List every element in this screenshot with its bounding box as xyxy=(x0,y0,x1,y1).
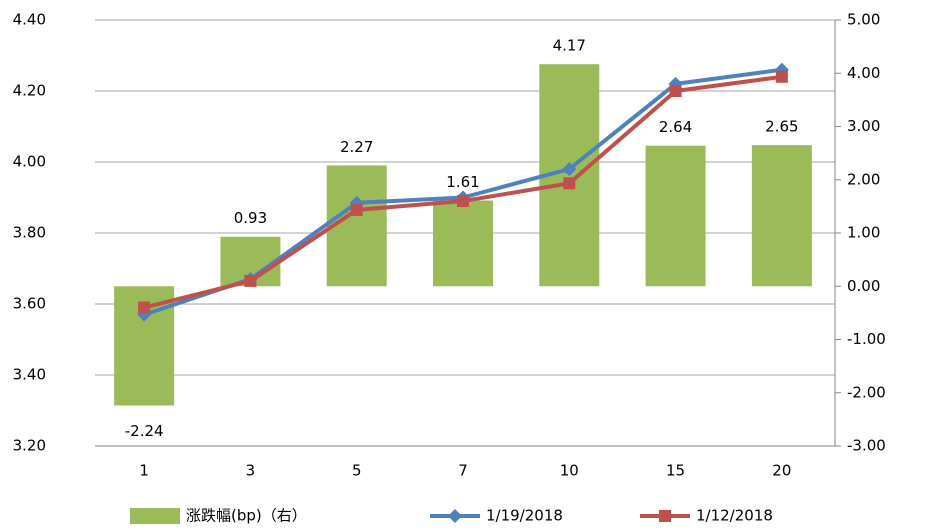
x-tick-label: 10 xyxy=(560,462,579,480)
marker xyxy=(775,70,788,83)
y-tick-label: 3.80 xyxy=(13,224,46,242)
data-label: 4.17 xyxy=(553,37,586,55)
marker xyxy=(563,177,576,190)
y2-tick-label: 4.00 xyxy=(847,64,880,82)
data-label: 2.64 xyxy=(659,118,692,136)
bar xyxy=(433,200,493,287)
y2-tick-label: 2.00 xyxy=(847,170,880,188)
data-label: 1.61 xyxy=(446,173,479,191)
bar xyxy=(645,145,706,287)
marker xyxy=(457,195,469,208)
y-tick-label: 3.40 xyxy=(13,366,46,384)
marker xyxy=(562,162,577,177)
legend-swatch xyxy=(130,508,180,524)
y-tick-label: 3.20 xyxy=(13,437,46,455)
y2-tick-label: 0.00 xyxy=(847,277,880,295)
x-tick-label: 3 xyxy=(246,462,256,480)
data-label: 0.93 xyxy=(234,209,267,227)
y-tick-label: 4.20 xyxy=(13,82,46,100)
marker xyxy=(448,509,462,523)
legend-label: 1/12/2018 xyxy=(696,507,773,525)
bar xyxy=(326,165,387,287)
x-tick-label: 1 xyxy=(139,462,149,480)
y2-tick-label: 1.00 xyxy=(847,224,880,242)
x-tick-label: 15 xyxy=(666,462,685,480)
bar xyxy=(751,145,812,287)
marker xyxy=(244,274,257,287)
marker xyxy=(669,85,682,97)
y-tick-label: 4.00 xyxy=(13,153,46,171)
y-tick-label: 3.60 xyxy=(13,295,46,313)
marker xyxy=(138,301,151,314)
x-tick-label: 5 xyxy=(352,462,362,480)
marker xyxy=(350,203,363,216)
y2-tick-label: -1.00 xyxy=(847,330,886,348)
marker xyxy=(659,510,671,522)
legend-label: 涨跌幅(bp)（右） xyxy=(186,507,307,525)
y2-tick-label: 3.00 xyxy=(847,117,880,135)
y-tick-label: 4.40 xyxy=(13,11,46,29)
y2-tick-label: 5.00 xyxy=(847,11,880,29)
data-label: 2.27 xyxy=(340,138,373,156)
x-tick-label: 20 xyxy=(772,462,791,480)
data-label: -2.24 xyxy=(125,422,164,440)
y2-tick-label: -3.00 xyxy=(847,437,886,455)
data-label: 2.65 xyxy=(765,118,798,136)
x-tick-label: 7 xyxy=(458,462,468,480)
y2-tick-label: -2.00 xyxy=(847,383,886,401)
legend-label: 1/19/2018 xyxy=(486,507,563,525)
